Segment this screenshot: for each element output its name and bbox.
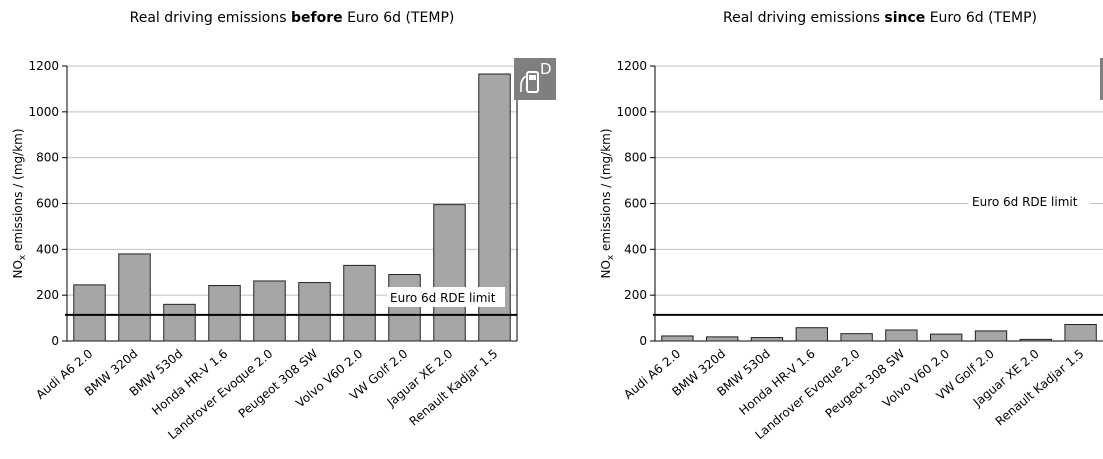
chart-title-part: Real driving emissions xyxy=(723,10,884,26)
badge-letter: D xyxy=(540,60,552,78)
limit-label-bg xyxy=(968,191,1090,211)
chart-title: Real driving emissions before Euro 6d (T… xyxy=(130,10,455,26)
y-label-subscript: x xyxy=(18,254,28,260)
bar xyxy=(433,204,466,342)
bar xyxy=(974,330,1008,342)
limit-label-bg xyxy=(387,287,505,307)
diesel-badge: D xyxy=(1100,58,1103,100)
bar xyxy=(795,327,828,342)
y-tick-label: 600 xyxy=(624,197,647,211)
bar xyxy=(388,274,421,342)
y-tick-label: 400 xyxy=(624,242,647,256)
y-label-prefix: NO xyxy=(599,260,613,278)
bar xyxy=(750,337,784,342)
bar xyxy=(1064,324,1097,342)
chart-panel-1: Real driving emissions before Euro 6d (T… xyxy=(11,10,556,442)
x-tick-label: Peugeot 308 SW xyxy=(823,346,908,420)
y-label-suffix: emissions / (mg/km) xyxy=(11,128,25,254)
chart-panel-2: Real driving emissions since Euro 6d (TE… xyxy=(599,10,1103,442)
bar xyxy=(840,333,873,342)
badge-bg xyxy=(1100,58,1103,100)
y-label-subscript: x xyxy=(606,254,616,260)
bar xyxy=(1019,338,1052,342)
fuel-hose-icon xyxy=(520,75,528,92)
bar xyxy=(163,303,196,342)
bar xyxy=(885,329,918,342)
y-tick-label: 800 xyxy=(36,151,59,165)
y-label-prefix: NO xyxy=(11,260,25,278)
x-tick-label: Peugeot 308 SW xyxy=(236,346,321,420)
y-axis-label: NOx emissions / (mg/km) xyxy=(599,128,616,278)
y-axis-label: NOx emissions / (mg/km) xyxy=(11,128,28,278)
y-tick-label: 1200 xyxy=(28,59,59,73)
y-tick-label: 800 xyxy=(624,151,647,165)
y-label-suffix: emissions / (mg/km) xyxy=(599,128,613,254)
y-tick-label: 200 xyxy=(36,288,59,302)
y-tick-label: 400 xyxy=(36,242,59,256)
y-tick-label: 1200 xyxy=(616,59,647,73)
fuel-pump-window xyxy=(529,75,536,80)
bar xyxy=(661,335,694,342)
chart-title-part: Real driving emissions xyxy=(130,10,291,26)
y-tick-label: 200 xyxy=(624,288,647,302)
bar xyxy=(298,282,331,342)
bar xyxy=(930,333,963,342)
fuel-pump-icon xyxy=(526,71,539,93)
chart-title-part: since xyxy=(884,10,925,26)
limit-label: Euro 6d RDE limit xyxy=(390,291,496,305)
bar xyxy=(73,284,106,342)
limit-label: Euro 6d RDE limit xyxy=(972,195,1078,209)
bar xyxy=(253,280,286,342)
chart-title-part: Euro 6d (TEMP) xyxy=(925,10,1037,26)
y-tick-label: 1000 xyxy=(28,105,59,119)
bar xyxy=(208,285,241,342)
chart-title-part: Euro 6d (TEMP) xyxy=(343,10,455,26)
y-tick-label: 0 xyxy=(639,334,647,348)
bar xyxy=(118,253,151,342)
x-tick-label: Honda HR-V 1.6 xyxy=(736,347,817,418)
diesel-badge: D xyxy=(514,58,556,100)
chart-title-part: before xyxy=(291,10,343,26)
bar xyxy=(343,264,376,342)
chart-title: Real driving emissions since Euro 6d (TE… xyxy=(723,10,1037,26)
x-tick-label: Honda HR-V 1.6 xyxy=(149,347,230,418)
y-tick-label: 0 xyxy=(51,334,59,348)
y-tick-label: 600 xyxy=(36,197,59,211)
y-tick-label: 1000 xyxy=(616,105,647,119)
bar xyxy=(706,336,739,342)
